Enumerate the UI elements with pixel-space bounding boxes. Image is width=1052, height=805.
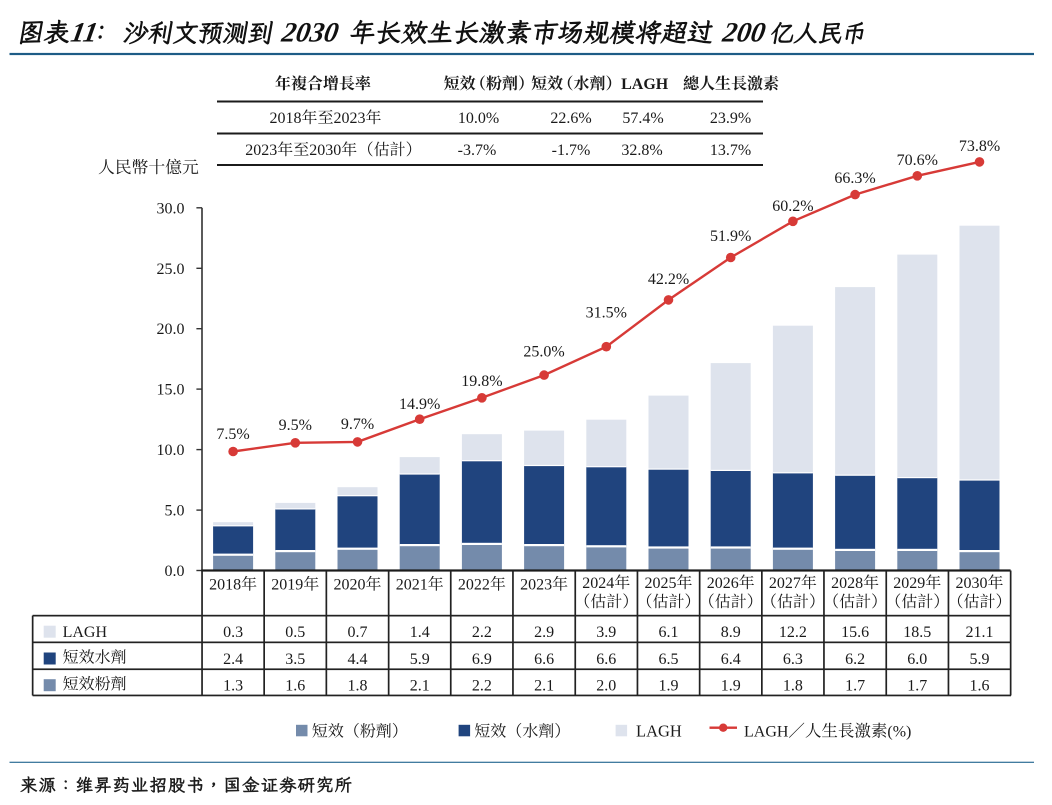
- svg-text:9.7%: 9.7%: [341, 416, 374, 433]
- svg-text:2026: 2026: [707, 575, 739, 592]
- svg-text:2020: 2020: [334, 577, 366, 594]
- svg-text:2.9: 2.9: [534, 624, 554, 641]
- svg-text:6.1: 6.1: [659, 624, 679, 641]
- svg-text:25.0%: 25.0%: [523, 343, 564, 360]
- svg-text:15.0: 15.0: [157, 382, 185, 399]
- svg-text:4.4: 4.4: [348, 651, 368, 668]
- svg-text:21.1: 21.1: [966, 624, 994, 641]
- svg-text:31.5%: 31.5%: [586, 304, 627, 321]
- svg-text:-3.7%: -3.7%: [458, 142, 497, 159]
- svg-text:2019: 2019: [271, 577, 303, 594]
- svg-text:1.4: 1.4: [410, 624, 430, 641]
- svg-text:1.6: 1.6: [285, 678, 305, 695]
- svg-text:22.6%: 22.6%: [550, 110, 591, 127]
- svg-text:1.7: 1.7: [907, 678, 927, 695]
- svg-text:57.4%: 57.4%: [622, 110, 663, 127]
- svg-text:30.0: 30.0: [157, 200, 185, 217]
- svg-text:2029: 2029: [893, 575, 925, 592]
- svg-text:2030: 2030: [279, 18, 341, 49]
- svg-text:2018: 2018: [209, 577, 241, 594]
- svg-text:2.2: 2.2: [472, 624, 492, 641]
- svg-text:18.5: 18.5: [903, 624, 931, 641]
- svg-text:1.8: 1.8: [348, 678, 368, 695]
- svg-text:20.0: 20.0: [157, 321, 185, 338]
- svg-text:73.8%: 73.8%: [959, 138, 1000, 155]
- svg-text:6.2: 6.2: [845, 651, 865, 668]
- svg-text:2030: 2030: [309, 142, 341, 159]
- svg-text:LAGH: LAGH: [621, 76, 669, 93]
- svg-text:200: 200: [719, 18, 767, 49]
- svg-text:0.7: 0.7: [348, 624, 368, 641]
- svg-text:70.6%: 70.6%: [897, 152, 938, 169]
- svg-text:9.5%: 9.5%: [279, 417, 312, 434]
- svg-text:6.5: 6.5: [659, 651, 679, 668]
- svg-text:(%): (%): [887, 724, 911, 741]
- svg-text:19.8%: 19.8%: [461, 373, 502, 390]
- svg-text:6.6: 6.6: [596, 651, 616, 668]
- svg-text:2030: 2030: [956, 575, 988, 592]
- svg-text:66.3%: 66.3%: [834, 170, 875, 187]
- svg-text:2.4: 2.4: [223, 651, 243, 668]
- svg-text:5.9: 5.9: [970, 651, 990, 668]
- svg-text:6.9: 6.9: [472, 651, 492, 668]
- svg-text:1.3: 1.3: [223, 678, 243, 695]
- svg-text:2.1: 2.1: [410, 678, 430, 695]
- svg-text:6.3: 6.3: [783, 651, 803, 668]
- svg-text:2022: 2022: [458, 577, 490, 594]
- svg-text:25.0: 25.0: [157, 261, 185, 278]
- svg-text:51.9%: 51.9%: [710, 228, 751, 245]
- svg-text:2023: 2023: [520, 577, 552, 594]
- svg-text:42.2%: 42.2%: [648, 271, 689, 288]
- svg-text:1.6: 1.6: [970, 678, 990, 695]
- svg-text:6.4: 6.4: [721, 651, 741, 668]
- svg-text:2025: 2025: [645, 575, 677, 592]
- svg-text:0.0: 0.0: [165, 563, 185, 580]
- svg-text:23.9%: 23.9%: [710, 110, 751, 127]
- svg-text:6.6: 6.6: [534, 651, 554, 668]
- svg-text:2028: 2028: [831, 575, 863, 592]
- svg-text:8.9: 8.9: [721, 624, 741, 641]
- svg-text:32.8%: 32.8%: [621, 142, 662, 159]
- svg-text:1.7: 1.7: [845, 678, 865, 695]
- svg-text:12.2: 12.2: [779, 624, 807, 641]
- svg-text:2027: 2027: [769, 575, 801, 592]
- svg-text:7.5%: 7.5%: [216, 426, 249, 443]
- svg-text:3.5: 3.5: [285, 651, 305, 668]
- svg-text:2021: 2021: [396, 577, 428, 594]
- svg-text:2018: 2018: [270, 110, 302, 127]
- svg-text:60.2%: 60.2%: [772, 198, 813, 215]
- svg-text:2023: 2023: [245, 142, 277, 159]
- svg-text:2023: 2023: [334, 110, 366, 127]
- svg-text:0.3: 0.3: [223, 624, 243, 641]
- svg-text:3.9: 3.9: [596, 624, 616, 641]
- svg-text:14.9%: 14.9%: [399, 396, 440, 413]
- svg-text:LAGH: LAGH: [744, 724, 789, 741]
- svg-text:2.0: 2.0: [596, 678, 616, 695]
- svg-text:11: 11: [68, 18, 100, 49]
- svg-text:2.2: 2.2: [472, 678, 492, 695]
- svg-text:1.9: 1.9: [659, 678, 679, 695]
- svg-text:6.0: 6.0: [907, 651, 927, 668]
- svg-text:LAGH: LAGH: [636, 722, 682, 741]
- svg-text:15.6: 15.6: [841, 624, 869, 641]
- svg-text:1.8: 1.8: [783, 678, 803, 695]
- svg-text:2.1: 2.1: [534, 678, 554, 695]
- svg-text:2024: 2024: [582, 575, 614, 592]
- svg-text:10.0: 10.0: [157, 442, 185, 459]
- svg-text:LAGH: LAGH: [63, 624, 108, 641]
- svg-text:-1.7%: -1.7%: [552, 142, 591, 159]
- svg-text:5.0: 5.0: [165, 503, 185, 520]
- svg-text:13.7%: 13.7%: [710, 142, 751, 159]
- svg-text:0.5: 0.5: [285, 624, 305, 641]
- svg-text:1.9: 1.9: [721, 678, 741, 695]
- svg-text:5.9: 5.9: [410, 651, 430, 668]
- svg-text:10.0%: 10.0%: [458, 110, 499, 127]
